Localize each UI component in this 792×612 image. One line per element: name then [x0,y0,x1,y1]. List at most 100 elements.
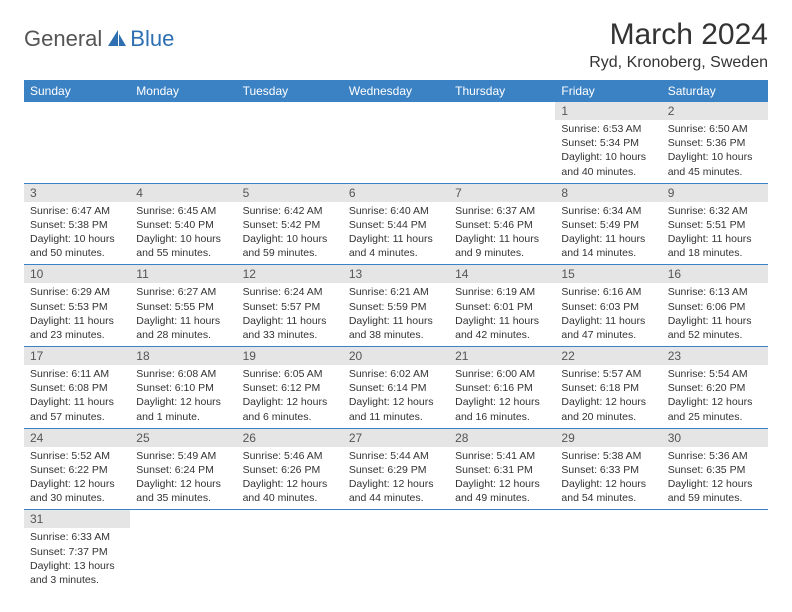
calendar-cell: 1Sunrise: 6:53 AMSunset: 5:34 PMDaylight… [555,102,661,183]
calendar-cell-empty [662,510,768,591]
sunrise-text: Sunrise: 5:36 AM [668,449,762,463]
sunset-text: Sunset: 6:06 PM [668,300,762,314]
daylight-text: Daylight: 12 hours and 25 minutes. [668,395,762,423]
sunrise-text: Sunrise: 6:13 AM [668,285,762,299]
sunset-text: Sunset: 6:29 PM [349,463,443,477]
sunset-text: Sunset: 7:37 PM [30,545,124,559]
calendar-cell-empty [449,510,555,591]
day-info: Sunrise: 6:16 AMSunset: 6:03 PMDaylight:… [555,283,661,346]
calendar-cell-empty [555,510,661,591]
daylight-text: Daylight: 12 hours and 49 minutes. [455,477,549,505]
day-info: Sunrise: 6:33 AMSunset: 7:37 PMDaylight:… [24,528,130,591]
day-info: Sunrise: 6:37 AMSunset: 5:46 PMDaylight:… [449,202,555,265]
daylight-text: Daylight: 11 hours and 57 minutes. [30,395,124,423]
sunrise-text: Sunrise: 5:46 AM [243,449,337,463]
sunrise-text: Sunrise: 6:11 AM [30,367,124,381]
daylight-text: Daylight: 11 hours and 4 minutes. [349,232,443,260]
calendar-cell-empty [343,102,449,183]
daylight-text: Daylight: 11 hours and 28 minutes. [136,314,230,342]
daylight-text: Daylight: 11 hours and 14 minutes. [561,232,655,260]
day-number: 23 [662,347,768,365]
sunrise-text: Sunrise: 5:41 AM [455,449,549,463]
daylight-text: Daylight: 11 hours and 42 minutes. [455,314,549,342]
sunrise-text: Sunrise: 6:16 AM [561,285,655,299]
day-info: Sunrise: 6:08 AMSunset: 6:10 PMDaylight:… [130,365,236,428]
sunrise-text: Sunrise: 6:08 AM [136,367,230,381]
sunset-text: Sunset: 6:22 PM [30,463,124,477]
day-info: Sunrise: 6:02 AMSunset: 6:14 PMDaylight:… [343,365,449,428]
day-info: Sunrise: 6:13 AMSunset: 6:06 PMDaylight:… [662,283,768,346]
calendar-cell: 15Sunrise: 6:16 AMSunset: 6:03 PMDayligh… [555,265,661,347]
day-info: Sunrise: 6:05 AMSunset: 6:12 PMDaylight:… [237,365,343,428]
sunset-text: Sunset: 6:12 PM [243,381,337,395]
sunrise-text: Sunrise: 5:44 AM [349,449,443,463]
calendar-row: 3Sunrise: 6:47 AMSunset: 5:38 PMDaylight… [24,183,768,265]
sunset-text: Sunset: 5:53 PM [30,300,124,314]
calendar-cell: 7Sunrise: 6:37 AMSunset: 5:46 PMDaylight… [449,183,555,265]
day-number: 29 [555,429,661,447]
sunset-text: Sunset: 6:14 PM [349,381,443,395]
sunset-text: Sunset: 6:35 PM [668,463,762,477]
calendar-cell: 17Sunrise: 6:11 AMSunset: 6:08 PMDayligh… [24,347,130,429]
sunrise-text: Sunrise: 6:29 AM [30,285,124,299]
day-info: Sunrise: 6:50 AMSunset: 5:36 PMDaylight:… [662,120,768,183]
logo-text-2: Blue [130,26,174,51]
weekday-row: SundayMondayTuesdayWednesdayThursdayFrid… [24,80,768,102]
day-info: Sunrise: 6:42 AMSunset: 5:42 PMDaylight:… [237,202,343,265]
calendar-cell: 31Sunrise: 6:33 AMSunset: 7:37 PMDayligh… [24,510,130,591]
day-number: 12 [237,265,343,283]
sunrise-text: Sunrise: 6:50 AM [668,122,762,136]
sunrise-text: Sunrise: 6:40 AM [349,204,443,218]
daylight-text: Daylight: 11 hours and 52 minutes. [668,314,762,342]
sunset-text: Sunset: 5:38 PM [30,218,124,232]
day-number: 5 [237,184,343,202]
day-number: 17 [24,347,130,365]
day-number: 9 [662,184,768,202]
calendar-cell: 8Sunrise: 6:34 AMSunset: 5:49 PMDaylight… [555,183,661,265]
day-number: 30 [662,429,768,447]
weekday-header: Monday [130,80,236,102]
calendar-cell: 30Sunrise: 5:36 AMSunset: 6:35 PMDayligh… [662,428,768,510]
daylight-text: Daylight: 12 hours and 11 minutes. [349,395,443,423]
daylight-text: Daylight: 12 hours and 1 minute. [136,395,230,423]
header: General Blue March 2024 Ryd, Kronoberg, … [24,18,768,72]
sunrise-text: Sunrise: 6:24 AM [243,285,337,299]
calendar-cell: 21Sunrise: 6:00 AMSunset: 6:16 PMDayligh… [449,347,555,429]
day-number: 31 [24,510,130,528]
day-number: 14 [449,265,555,283]
daylight-text: Daylight: 10 hours and 59 minutes. [243,232,337,260]
location: Ryd, Kronoberg, Sweden [589,54,768,72]
day-number: 18 [130,347,236,365]
sunrise-text: Sunrise: 5:57 AM [561,367,655,381]
day-info: Sunrise: 5:44 AMSunset: 6:29 PMDaylight:… [343,447,449,510]
day-info: Sunrise: 6:45 AMSunset: 5:40 PMDaylight:… [130,202,236,265]
calendar-cell: 20Sunrise: 6:02 AMSunset: 6:14 PMDayligh… [343,347,449,429]
day-info: Sunrise: 6:21 AMSunset: 5:59 PMDaylight:… [343,283,449,346]
day-info: Sunrise: 5:36 AMSunset: 6:35 PMDaylight:… [662,447,768,510]
daylight-text: Daylight: 11 hours and 9 minutes. [455,232,549,260]
calendar-row: 10Sunrise: 6:29 AMSunset: 5:53 PMDayligh… [24,265,768,347]
calendar-cell-empty [24,102,130,183]
daylight-text: Daylight: 12 hours and 35 minutes. [136,477,230,505]
sunset-text: Sunset: 5:34 PM [561,136,655,150]
day-info: Sunrise: 5:38 AMSunset: 6:33 PMDaylight:… [555,447,661,510]
sunrise-text: Sunrise: 6:42 AM [243,204,337,218]
daylight-text: Daylight: 11 hours and 33 minutes. [243,314,337,342]
calendar-cell: 4Sunrise: 6:45 AMSunset: 5:40 PMDaylight… [130,183,236,265]
calendar-cell: 28Sunrise: 5:41 AMSunset: 6:31 PMDayligh… [449,428,555,510]
day-info: Sunrise: 6:11 AMSunset: 6:08 PMDaylight:… [24,365,130,428]
day-number: 20 [343,347,449,365]
daylight-text: Daylight: 12 hours and 16 minutes. [455,395,549,423]
calendar-cell-empty [130,102,236,183]
day-info: Sunrise: 6:29 AMSunset: 5:53 PMDaylight:… [24,283,130,346]
calendar-row: 24Sunrise: 5:52 AMSunset: 6:22 PMDayligh… [24,428,768,510]
sunset-text: Sunset: 5:40 PM [136,218,230,232]
day-info: Sunrise: 6:00 AMSunset: 6:16 PMDaylight:… [449,365,555,428]
calendar-cell-empty [237,510,343,591]
day-info: Sunrise: 6:53 AMSunset: 5:34 PMDaylight:… [555,120,661,183]
calendar-cell-empty [343,510,449,591]
sunset-text: Sunset: 6:20 PM [668,381,762,395]
logo: General Blue [24,18,174,52]
weekday-header: Tuesday [237,80,343,102]
sunset-text: Sunset: 5:44 PM [349,218,443,232]
